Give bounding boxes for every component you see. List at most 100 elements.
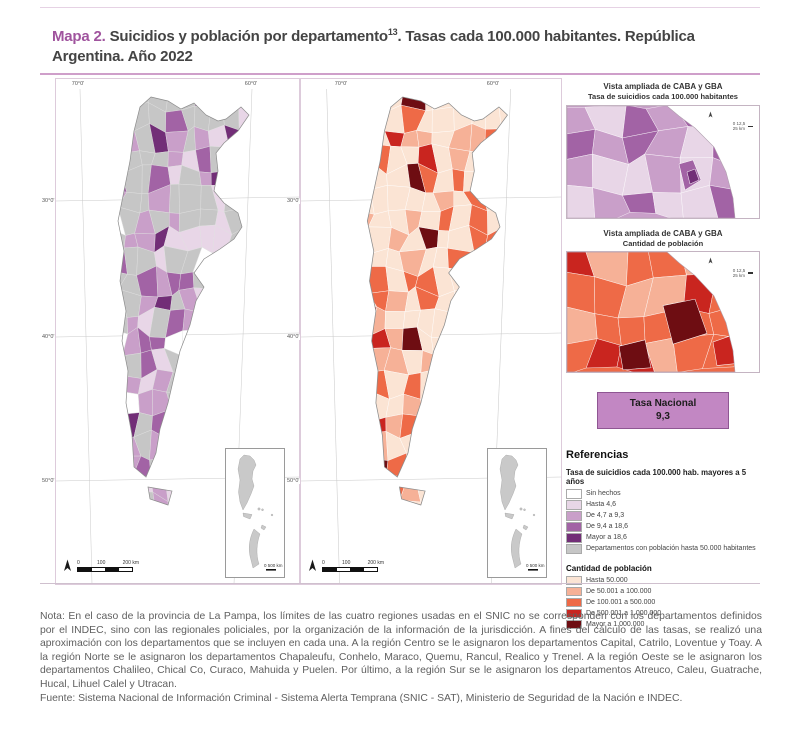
- population-map-panel: 70°0' 60°0' 30°0' 40°0' 50°0' 0 100 200 …: [286, 78, 562, 585]
- legend-item-label: De 500.001 a 1.000.000: [586, 609, 662, 617]
- inset-scale-bar: [747, 125, 753, 128]
- legend-item-label: Mayor a 18,6: [586, 534, 627, 542]
- footnote-marker: 13: [387, 27, 398, 37]
- legend-item-label: Departamentos con población hasta 50.000…: [586, 545, 756, 553]
- suicide-legend-list: Sin hechos Hasta 4,6 De 4,7 a 9,3 De 9,4 a …: [566, 489, 760, 554]
- legend-item: De 4,7 a 9,3: [566, 511, 760, 521]
- legend-item: Sin hechos: [566, 489, 760, 499]
- legend-swatch: [566, 597, 582, 607]
- population-legend-list: Hasta 50.000 De 50.001 a 100.000 De 100.00…: [566, 575, 760, 629]
- caba-suicide-inset-titles: Vista ampliada de CABA y GBA Tasa de sui…: [566, 82, 760, 102]
- scale-tick: 200 km: [367, 559, 384, 566]
- legend-item: Hasta 4,6: [566, 500, 760, 510]
- argentina-overview-map: 0 500 km: [237, 454, 283, 571]
- legend-item: De 100.001 a 500.000: [566, 597, 760, 607]
- suicide-rate-choropleth-map: [56, 88, 299, 584]
- caba-suicide-choropleth: [567, 105, 736, 218]
- legend-item-label: Sin hechos: [586, 490, 621, 498]
- scale-tick: 100: [97, 559, 106, 566]
- legend-item: Mayor a 1.000.000: [566, 619, 760, 629]
- inset-title: Vista ampliada de CABA y GBA: [603, 228, 723, 238]
- caba-population-choropleth: [567, 252, 736, 372]
- figure-number-label: Mapa 2.: [52, 28, 106, 45]
- scale-tick: 200 km: [122, 559, 139, 566]
- scalebar-bar: [322, 566, 378, 572]
- inset-scale-label: 0 500 km: [264, 563, 283, 568]
- map-scalebar: 0 100 200 km: [308, 559, 384, 572]
- scalebar-bar: [77, 566, 133, 572]
- legend-item-label: De 4,7 a 9,3: [586, 512, 625, 520]
- latitude-tick: 40°0': [41, 334, 56, 340]
- longitude-tick: 70°0': [71, 81, 85, 87]
- inset-scalebar: 0 12,5 25 km: [708, 257, 753, 289]
- north-arrow-icon: [64, 559, 71, 571]
- suicide-legend-title: Tasa de suicidios cada 100.000 hab. mayo…: [566, 468, 747, 486]
- inset-title: Vista ampliada de CABA y GBA: [603, 82, 723, 91]
- argentina-overview-inset: 0 500 km: [225, 448, 285, 578]
- map-scalebar: 0 100 200 km: [63, 559, 139, 572]
- argentina-overview-inset: 0 500 km: [487, 448, 547, 578]
- legend-swatch: [566, 533, 582, 543]
- longitude-tick: 60°0': [244, 81, 258, 87]
- legend-swatch: [566, 500, 582, 510]
- argentina-overview-map: 0 500 km: [499, 454, 545, 571]
- legend-item-label: De 100.001 a 500.000: [586, 598, 656, 606]
- legend-swatch: [566, 619, 582, 629]
- latitude-tick: 50°0': [41, 478, 56, 484]
- inset-scalebar: 0 12,5 25 km: [708, 111, 753, 143]
- legend-item: De 9,4 a 18,6: [566, 522, 760, 532]
- inset-scale-label: 0 12,5 25 km: [732, 121, 746, 132]
- legend-swatch: [566, 522, 582, 532]
- legend-swatch: [566, 575, 582, 585]
- scale-tick: 0: [322, 559, 325, 566]
- source-text: Fuente: Sistema Nacional de Información …: [40, 692, 683, 704]
- inset-subtitle: Tasa de suicidios cada 100.000 habitante…: [588, 92, 738, 101]
- title-divider-rule: [40, 73, 760, 75]
- legend-swatch: [566, 489, 582, 499]
- latitude-tick: 50°0': [286, 478, 301, 484]
- scale-tick: 100: [342, 559, 351, 566]
- population-choropleth-map: [301, 88, 561, 584]
- longitude-tick: 60°0': [486, 81, 500, 87]
- legend-item: De 50.001 a 100.000: [566, 586, 760, 596]
- legend-item: Hasta 50.000: [566, 575, 760, 585]
- national-rate-label: Tasa Nacional: [629, 398, 697, 409]
- figure-footer: Nota: En el caso de la provincia de La P…: [40, 610, 762, 705]
- legend-item-label: De 50.001 a 100.000: [586, 587, 652, 595]
- national-rate-badge: Tasa Nacional 9,3: [597, 392, 729, 429]
- north-arrow-icon: [309, 559, 316, 571]
- inset-scale-label: 0 500 km: [526, 563, 545, 568]
- legend-swatch: [566, 608, 582, 618]
- figure-title-tail: . Tasas cada 100.000 habitantes. Repúbli…: [52, 28, 695, 65]
- north-arrow-icon: [708, 111, 713, 117]
- legend-swatch: [566, 544, 582, 554]
- legend-item: Departamentos con población hasta 50.000…: [566, 544, 760, 554]
- legend-item-label: Mayor a 1.000.000: [586, 620, 645, 628]
- note-text: Nota: En el caso de la provincia de La P…: [40, 611, 762, 690]
- right-legend-column: Vista ampliada de CABA y GBA Tasa de sui…: [566, 80, 760, 629]
- inset-subtitle: Cantidad de población: [622, 238, 704, 248]
- legend-item: De 500.001 a 1.000.000: [566, 608, 760, 618]
- legend-item-label: De 9,4 a 18,6: [586, 523, 629, 531]
- inset-scale-label: 0 12,5 25 km: [732, 267, 746, 278]
- longitude-tick: 70°0': [334, 81, 348, 87]
- caba-population-inset-titles: Vista ampliada de CABA y GBA Cantidad de…: [566, 229, 760, 249]
- caba-population-inset-map: 0 12,5 25 km: [566, 251, 760, 373]
- legend-item: Mayor a 18,6: [566, 533, 760, 543]
- figure-title: Mapa 2. Suicidios y población por depart…: [52, 22, 764, 67]
- legend-item-label: Hasta 50.000: [586, 576, 628, 584]
- inset-scale-bar: [747, 272, 753, 274]
- latitude-tick: 30°0': [286, 198, 301, 204]
- suicide-rate-map-panel: 70°0' 60°0' 30°0' 40°0' 50°0' 0 100 200 …: [41, 78, 300, 585]
- latitude-tick: 30°0': [41, 198, 56, 204]
- population-legend-title: Cantidad de población: [566, 563, 652, 573]
- caba-suicide-inset-map: 0 12,5 25 km: [566, 104, 760, 219]
- legend-item-label: Hasta 4,6: [586, 501, 616, 509]
- legend-swatch: [566, 511, 582, 521]
- north-arrow-icon: [708, 257, 713, 264]
- national-rate-value: 9,3: [656, 411, 670, 422]
- figure-bottom-rule: [40, 583, 760, 584]
- figure-title-main: Suicidios y población por departamento: [105, 28, 388, 45]
- legend-swatch: [566, 586, 582, 596]
